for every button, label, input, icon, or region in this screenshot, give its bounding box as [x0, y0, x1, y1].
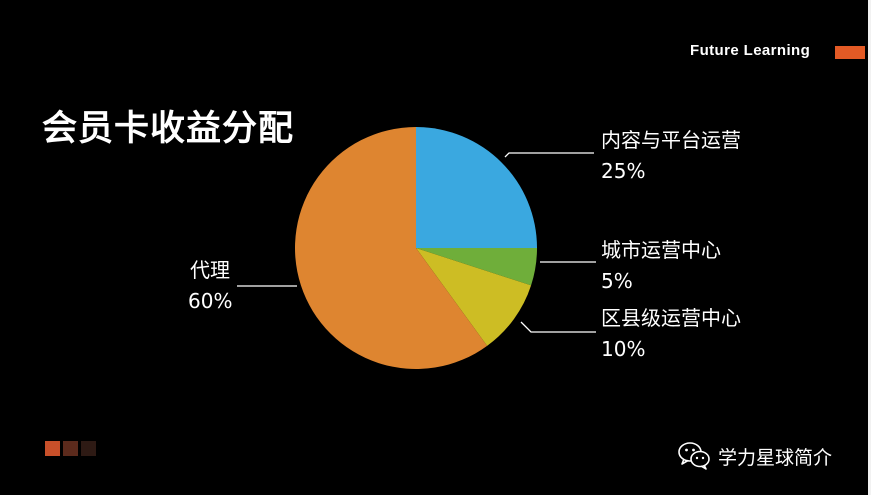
slice-name: 内容与平台运营 — [601, 128, 741, 152]
pie-slice-city-center — [416, 248, 537, 286]
slice-percent: 60% — [188, 289, 233, 313]
slice-name: 代理 — [190, 258, 230, 282]
slice-name: 区县级运营中心 — [601, 306, 741, 330]
pie-slice-agent — [294, 127, 488, 369]
decor-square — [63, 441, 78, 456]
decor-square — [81, 441, 96, 456]
pie-slice-county-center — [416, 248, 532, 346]
leader-line-county-center — [520, 321, 596, 333]
slice-percent: 5% — [601, 269, 633, 293]
leader-line-content-platform — [504, 152, 594, 158]
watermark-text: 学力星球简介 — [718, 447, 833, 469]
slice-label-county-center: 区县级运营中心 10% — [601, 303, 741, 365]
brand-accent-bar — [835, 46, 865, 59]
brand-name: Future Learning — [690, 42, 811, 59]
slice-percent: 10% — [601, 337, 646, 361]
slice-name: 城市运营中心 — [601, 238, 721, 262]
slice-label-agent: 代理 60% — [188, 255, 232, 317]
slice-label-city-center: 城市运营中心 5% — [601, 235, 721, 297]
slice-label-content-platform: 内容与平台运营 25% — [601, 125, 741, 187]
slide-title: 会员卡收益分配 — [42, 109, 295, 149]
decor-square — [45, 441, 60, 456]
pie-slice-content-platform — [416, 127, 537, 248]
page-margin — [868, 0, 871, 495]
wechat-icon — [678, 442, 710, 470]
slice-percent: 25% — [601, 159, 646, 183]
